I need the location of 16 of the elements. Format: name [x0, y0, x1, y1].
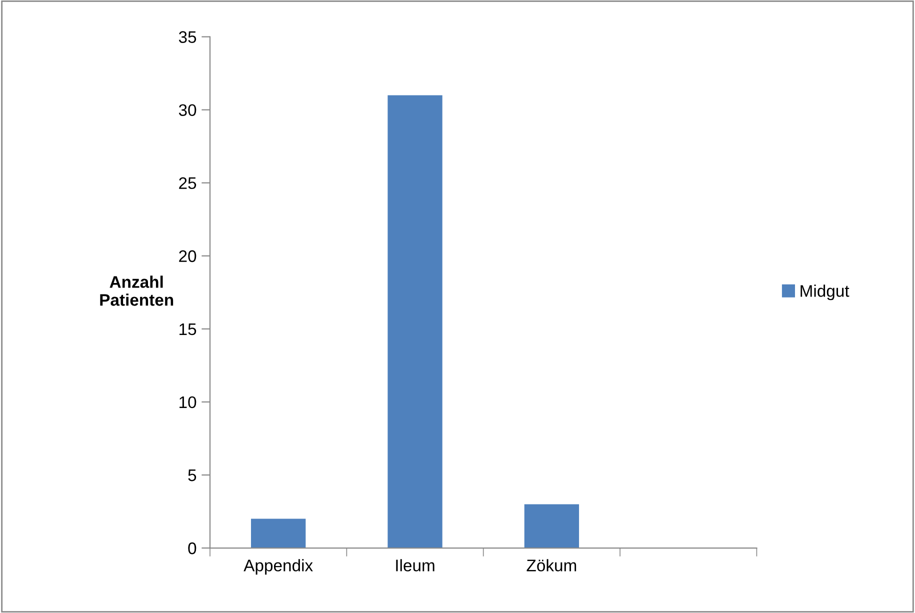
y-tick-label: 0 — [188, 542, 196, 554]
x-tick-label: Zökum — [526, 559, 576, 572]
y-tick-label: 35 — [178, 31, 196, 43]
y-tick-label: 30 — [178, 104, 196, 116]
bar — [388, 95, 442, 548]
y-tick-label: 10 — [180, 396, 196, 408]
y-axis-title: Anzahl Patienten — [100, 276, 174, 306]
legend-label: Midgut — [800, 284, 850, 300]
x-tick-label: Ileum — [396, 559, 434, 572]
y-tick-label: 15 — [180, 323, 196, 336]
y-tick-label: 25 — [179, 177, 196, 190]
x-tick-label: Appendix — [244, 559, 313, 575]
bar — [524, 504, 580, 548]
y-tick-label: 20 — [179, 250, 196, 262]
y-tick-label: 5 — [188, 470, 196, 482]
bar — [250, 518, 306, 548]
